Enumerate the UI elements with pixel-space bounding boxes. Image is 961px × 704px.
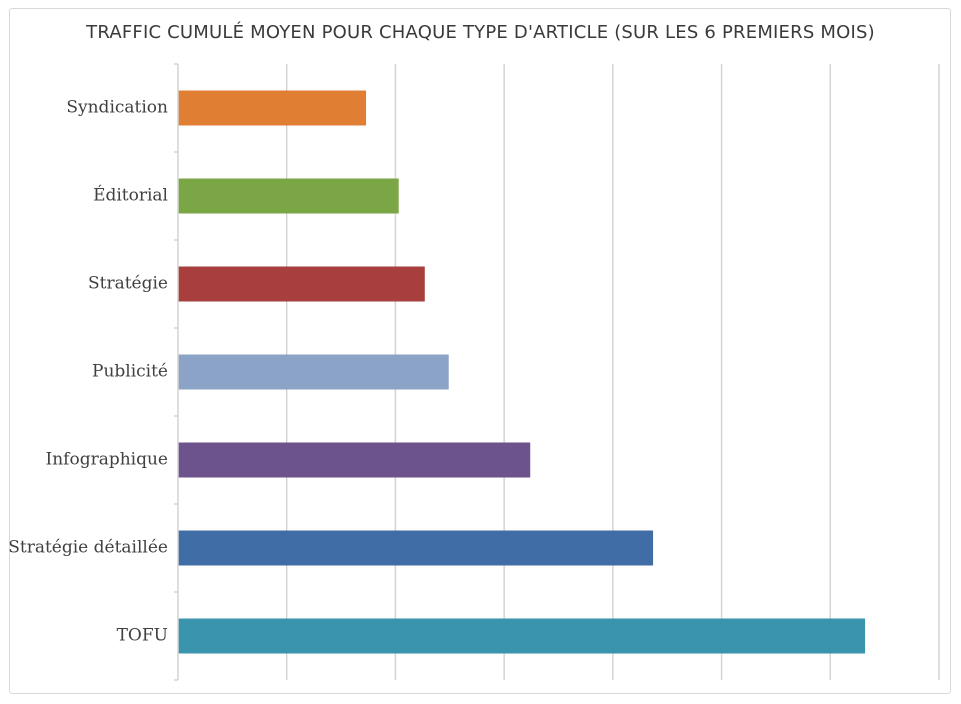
category-label: Stratégie (88, 274, 168, 294)
bar-1 (178, 90, 367, 126)
category-label: Éditorial (93, 185, 168, 206)
bars (178, 90, 866, 654)
chart-title: TRAFFIC CUMULÉ MOYEN POUR CHAQUE TYPE D'… (86, 22, 875, 43)
category-label: Syndication (66, 98, 168, 118)
category-labels: Syndication Éditorial Stratégie Publicité In… (8, 98, 168, 646)
chart-frame (9, 8, 951, 694)
category-label: Stratégie détaillée (8, 538, 168, 558)
bar-7 (178, 618, 866, 654)
category-label: TOFU (117, 626, 168, 646)
category-label: Publicité (92, 362, 168, 382)
bar-3 (178, 266, 425, 302)
bar-5 (178, 442, 531, 478)
category-label: Infographique (46, 450, 169, 470)
bar-2 (178, 178, 399, 214)
gridlines (285, 64, 940, 680)
bar-6 (178, 530, 654, 566)
bar-4 (178, 354, 449, 390)
category-axis (174, 63, 179, 681)
